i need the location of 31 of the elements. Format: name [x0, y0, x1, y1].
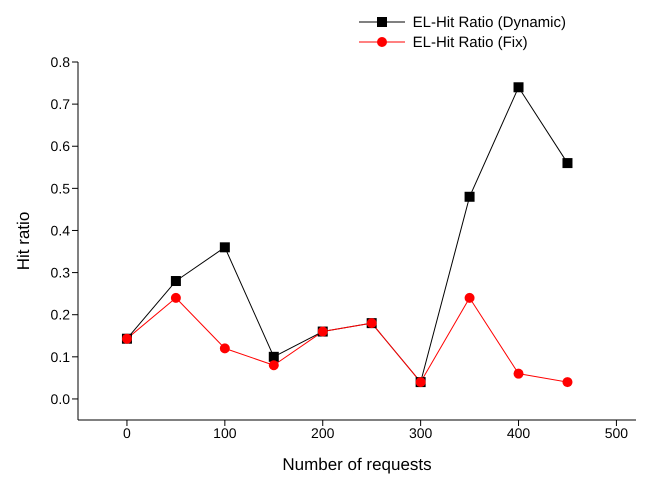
- y-tick-label: 0.6: [50, 138, 70, 154]
- point: [170, 292, 181, 303]
- x-tick-label: 100: [213, 424, 237, 441]
- y-tick-label: 0.0: [50, 390, 70, 407]
- x-tick-label: 400: [506, 424, 530, 441]
- x-tick-label: 300: [408, 424, 433, 441]
- point: [220, 343, 230, 354]
- y-tick-label: 0.2: [50, 306, 70, 323]
- point: [562, 377, 572, 388]
- y-tick-label: 0.5: [50, 180, 70, 196]
- point: [170, 276, 181, 286]
- y-tick-label: 0.3: [50, 264, 70, 281]
- x-axis-title: Number of requests: [282, 455, 432, 474]
- x-tick-label: 0: [123, 424, 132, 441]
- y-axis-title: Hit ratio: [14, 212, 34, 270]
- x-tick-label: 500: [604, 424, 628, 441]
- y-tick-label: 0.7: [50, 96, 70, 112]
- y-tick-label: 0.8: [50, 54, 70, 70]
- point: [464, 192, 475, 202]
- point: [464, 292, 475, 303]
- point: [268, 360, 279, 370]
- point: [514, 82, 524, 92]
- legend-label: EL-Hit Ratio (Dynamic): [412, 14, 566, 30]
- y-tick-label: 0.4: [50, 222, 70, 238]
- y-tick-label: 0.1: [50, 348, 70, 365]
- point: [562, 158, 572, 168]
- point: [220, 242, 230, 252]
- point: [514, 368, 524, 379]
- point: [268, 352, 279, 362]
- x-tick-label: 200: [311, 424, 335, 441]
- legend-label: EL-Hit Ratio (Fix): [412, 34, 528, 50]
